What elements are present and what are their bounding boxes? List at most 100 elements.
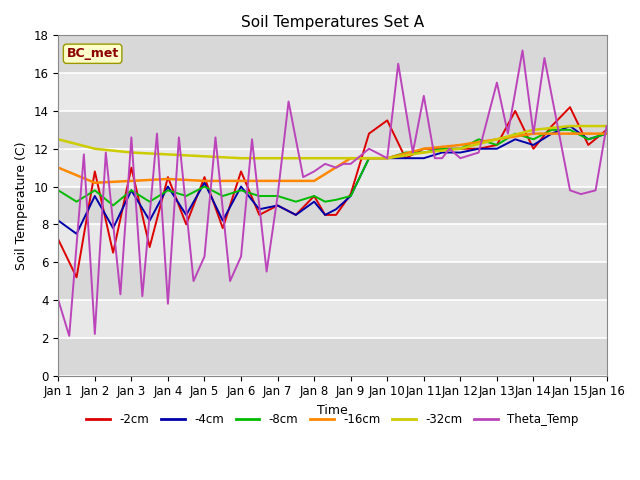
- -16cm: [603, 131, 611, 136]
- Bar: [58, 36, 607, 73]
- -4cm: [493, 146, 500, 152]
- -8cm: [182, 193, 190, 199]
- -4cm: [530, 142, 538, 148]
- -2cm: [530, 146, 538, 152]
- Theta_Temp: [153, 131, 161, 136]
- -4cm: [109, 225, 117, 231]
- -8cm: [292, 199, 300, 204]
- -32cm: [127, 150, 135, 156]
- -4cm: [255, 206, 263, 212]
- -8cm: [237, 188, 245, 193]
- Theta_Temp: [475, 150, 483, 156]
- Theta_Temp: [65, 333, 73, 339]
- Bar: [58, 73, 607, 111]
- -4cm: [310, 199, 318, 204]
- -2cm: [292, 212, 300, 218]
- Theta_Temp: [431, 156, 438, 161]
- -2cm: [548, 123, 556, 129]
- Line: -8cm: -8cm: [58, 130, 607, 205]
- -4cm: [365, 156, 373, 161]
- -4cm: [475, 146, 483, 152]
- -8cm: [383, 156, 391, 161]
- Theta_Temp: [263, 269, 271, 275]
- -4cm: [438, 150, 446, 156]
- Bar: [58, 338, 607, 375]
- -8cm: [164, 188, 172, 193]
- X-axis label: Time: Time: [317, 404, 348, 417]
- -2cm: [310, 193, 318, 199]
- Line: Theta_Temp: Theta_Temp: [58, 50, 607, 336]
- Theta_Temp: [518, 48, 526, 53]
- -4cm: [91, 193, 99, 199]
- Theta_Temp: [321, 161, 329, 167]
- -8cm: [201, 184, 209, 190]
- -32cm: [383, 156, 391, 161]
- Theta_Temp: [541, 55, 548, 61]
- -8cm: [274, 193, 282, 199]
- Bar: [58, 300, 607, 338]
- -4cm: [332, 206, 340, 212]
- Theta_Temp: [409, 150, 417, 156]
- -8cm: [127, 188, 135, 193]
- -8cm: [347, 193, 355, 199]
- -4cm: [566, 123, 574, 129]
- Text: BC_met: BC_met: [67, 47, 119, 60]
- -4cm: [182, 212, 190, 218]
- Bar: [58, 187, 607, 224]
- -16cm: [493, 136, 500, 142]
- -4cm: [548, 131, 556, 136]
- Title: Soil Temperatures Set A: Soil Temperatures Set A: [241, 15, 424, 30]
- Theta_Temp: [300, 174, 307, 180]
- Theta_Temp: [438, 156, 446, 161]
- -8cm: [438, 146, 446, 152]
- -2cm: [219, 225, 227, 231]
- -4cm: [146, 218, 154, 224]
- -8cm: [566, 127, 574, 133]
- Theta_Temp: [556, 131, 563, 136]
- -2cm: [383, 118, 391, 123]
- Theta_Temp: [365, 146, 373, 152]
- -8cm: [420, 150, 428, 156]
- -4cm: [127, 188, 135, 193]
- Theta_Temp: [504, 131, 512, 136]
- Theta_Temp: [237, 253, 245, 259]
- -16cm: [456, 142, 464, 148]
- -4cm: [420, 156, 428, 161]
- Theta_Temp: [383, 156, 391, 161]
- -2cm: [332, 212, 340, 218]
- Theta_Temp: [201, 253, 209, 259]
- Theta_Temp: [189, 278, 197, 284]
- -2cm: [603, 127, 611, 133]
- -2cm: [438, 146, 446, 152]
- -4cm: [347, 193, 355, 199]
- Theta_Temp: [212, 134, 220, 140]
- -2cm: [321, 212, 329, 218]
- -16cm: [127, 178, 135, 184]
- -2cm: [164, 174, 172, 180]
- Theta_Temp: [102, 150, 109, 156]
- -16cm: [530, 131, 538, 136]
- -8cm: [603, 131, 611, 136]
- -8cm: [456, 146, 464, 152]
- Theta_Temp: [566, 188, 574, 193]
- Theta_Temp: [248, 136, 256, 142]
- -2cm: [274, 203, 282, 208]
- -8cm: [255, 193, 263, 199]
- -32cm: [91, 146, 99, 152]
- -2cm: [146, 244, 154, 250]
- Theta_Temp: [285, 98, 292, 104]
- -32cm: [54, 136, 62, 142]
- -2cm: [182, 221, 190, 227]
- Legend: -2cm, -4cm, -8cm, -16cm, -32cm, Theta_Temp: -2cm, -4cm, -8cm, -16cm, -32cm, Theta_Te…: [81, 408, 583, 431]
- -4cm: [321, 212, 329, 218]
- Bar: [58, 111, 607, 149]
- Theta_Temp: [394, 61, 402, 67]
- -4cm: [603, 131, 611, 136]
- -8cm: [530, 136, 538, 142]
- Theta_Temp: [340, 161, 348, 167]
- -2cm: [566, 104, 574, 110]
- -8cm: [321, 199, 329, 204]
- -8cm: [511, 131, 519, 136]
- -2cm: [456, 146, 464, 152]
- Bar: [58, 224, 607, 262]
